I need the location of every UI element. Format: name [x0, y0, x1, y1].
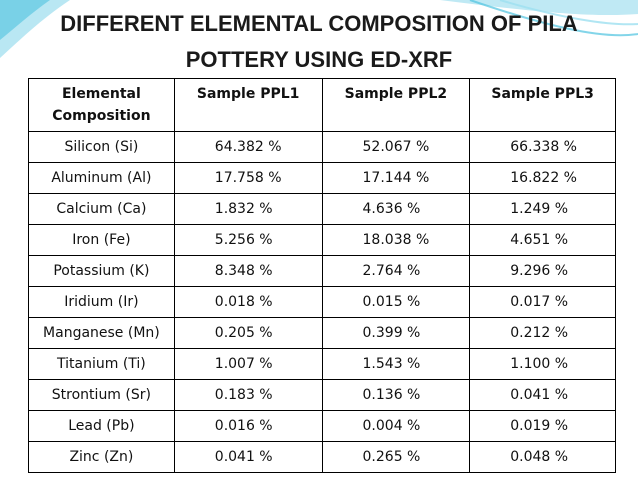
sample-value-cell: 0.017 % — [469, 286, 616, 318]
element-name-cell: Calcium (Ca) — [28, 193, 175, 225]
table-row: Iron (Fe) 5.256 % 18.038 % 4.651 % — [28, 224, 616, 256]
sample-value-cell: 1.543 % — [321, 348, 471, 380]
element-name-cell: Aluminum (Al) — [28, 162, 175, 194]
element-name-cell: Titanium (Ti) — [28, 348, 175, 380]
table-row: Potassium (K) 8.348 % 2.764 % 9.296 % — [28, 255, 616, 287]
sample-value-cell: 1.007 % — [173, 348, 323, 380]
header-sample-ppl1: Sample PPL1 — [173, 78, 323, 132]
sample-value-cell: 8.348 % — [173, 255, 323, 287]
element-name-cell: Silicon (Si) — [28, 131, 175, 163]
sample-value-cell: 0.015 % — [321, 286, 471, 318]
table-header-row: Elemental Composition Sample PPL1 Sample… — [28, 78, 616, 132]
sample-value-cell: 0.041 % — [469, 379, 616, 411]
header-sample-ppl2: Sample PPL2 — [321, 78, 471, 132]
element-name-cell: Strontium (Sr) — [28, 379, 175, 411]
sample-value-cell: 0.019 % — [469, 410, 616, 442]
table-row: Calcium (Ca) 1.832 % 4.636 % 1.249 % — [28, 193, 616, 225]
sample-value-cell: 0.205 % — [173, 317, 323, 349]
sample-value-cell: 1.832 % — [173, 193, 323, 225]
element-name-cell: Potassium (K) — [28, 255, 175, 287]
sample-value-cell: 16.822 % — [469, 162, 616, 194]
slide-title-line-1: DIFFERENT ELEMENTAL COMPOSITION OF PILA — [60, 11, 578, 36]
sample-value-cell: 18.038 % — [321, 224, 471, 256]
sample-value-cell: 0.136 % — [321, 379, 471, 411]
sample-value-cell: 1.249 % — [469, 193, 616, 225]
sample-value-cell: 0.265 % — [321, 441, 471, 473]
sample-value-cell: 0.016 % — [173, 410, 323, 442]
element-name-cell: Lead (Pb) — [28, 410, 175, 442]
sample-value-cell: 9.296 % — [469, 255, 616, 287]
sample-value-cell: 64.382 % — [173, 131, 323, 163]
sample-value-cell: 66.338 % — [469, 131, 616, 163]
composition-table: Elemental Composition Sample PPL1 Sample… — [28, 78, 616, 473]
sample-value-cell: 0.399 % — [321, 317, 471, 349]
table-row: Lead (Pb) 0.016 % 0.004 % 0.019 % — [28, 410, 616, 442]
table-body: Silicon (Si) 64.382 % 52.067 % 66.338 % Alum… — [28, 131, 616, 473]
sample-value-cell: 4.636 % — [321, 193, 471, 225]
sample-value-cell: 17.758 % — [173, 162, 323, 194]
table-row: Strontium (Sr) 0.183 % 0.136 % 0.041 % — [28, 379, 616, 411]
decorative-swoosh — [0, 0, 638, 58]
element-name-cell: Manganese (Mn) — [28, 317, 175, 349]
table-row: Silicon (Si) 64.382 % 52.067 % 66.338 % — [28, 131, 616, 163]
sample-value-cell: 52.067 % — [321, 131, 471, 163]
header-sample-ppl3: Sample PPL3 — [469, 78, 616, 132]
slide-title-line-2: POTTERY USING ED-XRF — [185, 47, 453, 72]
sample-value-cell: 0.183 % — [173, 379, 323, 411]
sample-value-cell: 2.764 % — [321, 255, 471, 287]
sample-value-cell: 4.651 % — [469, 224, 616, 256]
table-row: Iridium (Ir) 0.018 % 0.015 % 0.017 % — [28, 286, 616, 318]
sample-value-cell: 0.041 % — [173, 441, 323, 473]
element-name-cell: Iridium (Ir) — [28, 286, 175, 318]
sample-value-cell: 0.018 % — [173, 286, 323, 318]
table-row: Aluminum (Al) 17.758 % 17.144 % 16.822 % — [28, 162, 616, 194]
sample-value-cell: 1.100 % — [469, 348, 616, 380]
sample-value-cell: 0.004 % — [321, 410, 471, 442]
sample-value-cell: 17.144 % — [321, 162, 471, 194]
table-row: Zinc (Zn) 0.041 % 0.265 % 0.048 % — [28, 441, 616, 473]
table-row: Titanium (Ti) 1.007 % 1.543 % 1.100 % — [28, 348, 616, 380]
table-row: Manganese (Mn) 0.205 % 0.399 % 0.212 % — [28, 317, 616, 349]
element-name-cell: Zinc (Zn) — [28, 441, 175, 473]
sample-value-cell: 0.212 % — [469, 317, 616, 349]
sample-value-cell: 5.256 % — [173, 224, 323, 256]
header-elemental-composition: Elemental Composition — [28, 78, 175, 132]
sample-value-cell: 0.048 % — [469, 441, 616, 473]
element-name-cell: Iron (Fe) — [28, 224, 175, 256]
